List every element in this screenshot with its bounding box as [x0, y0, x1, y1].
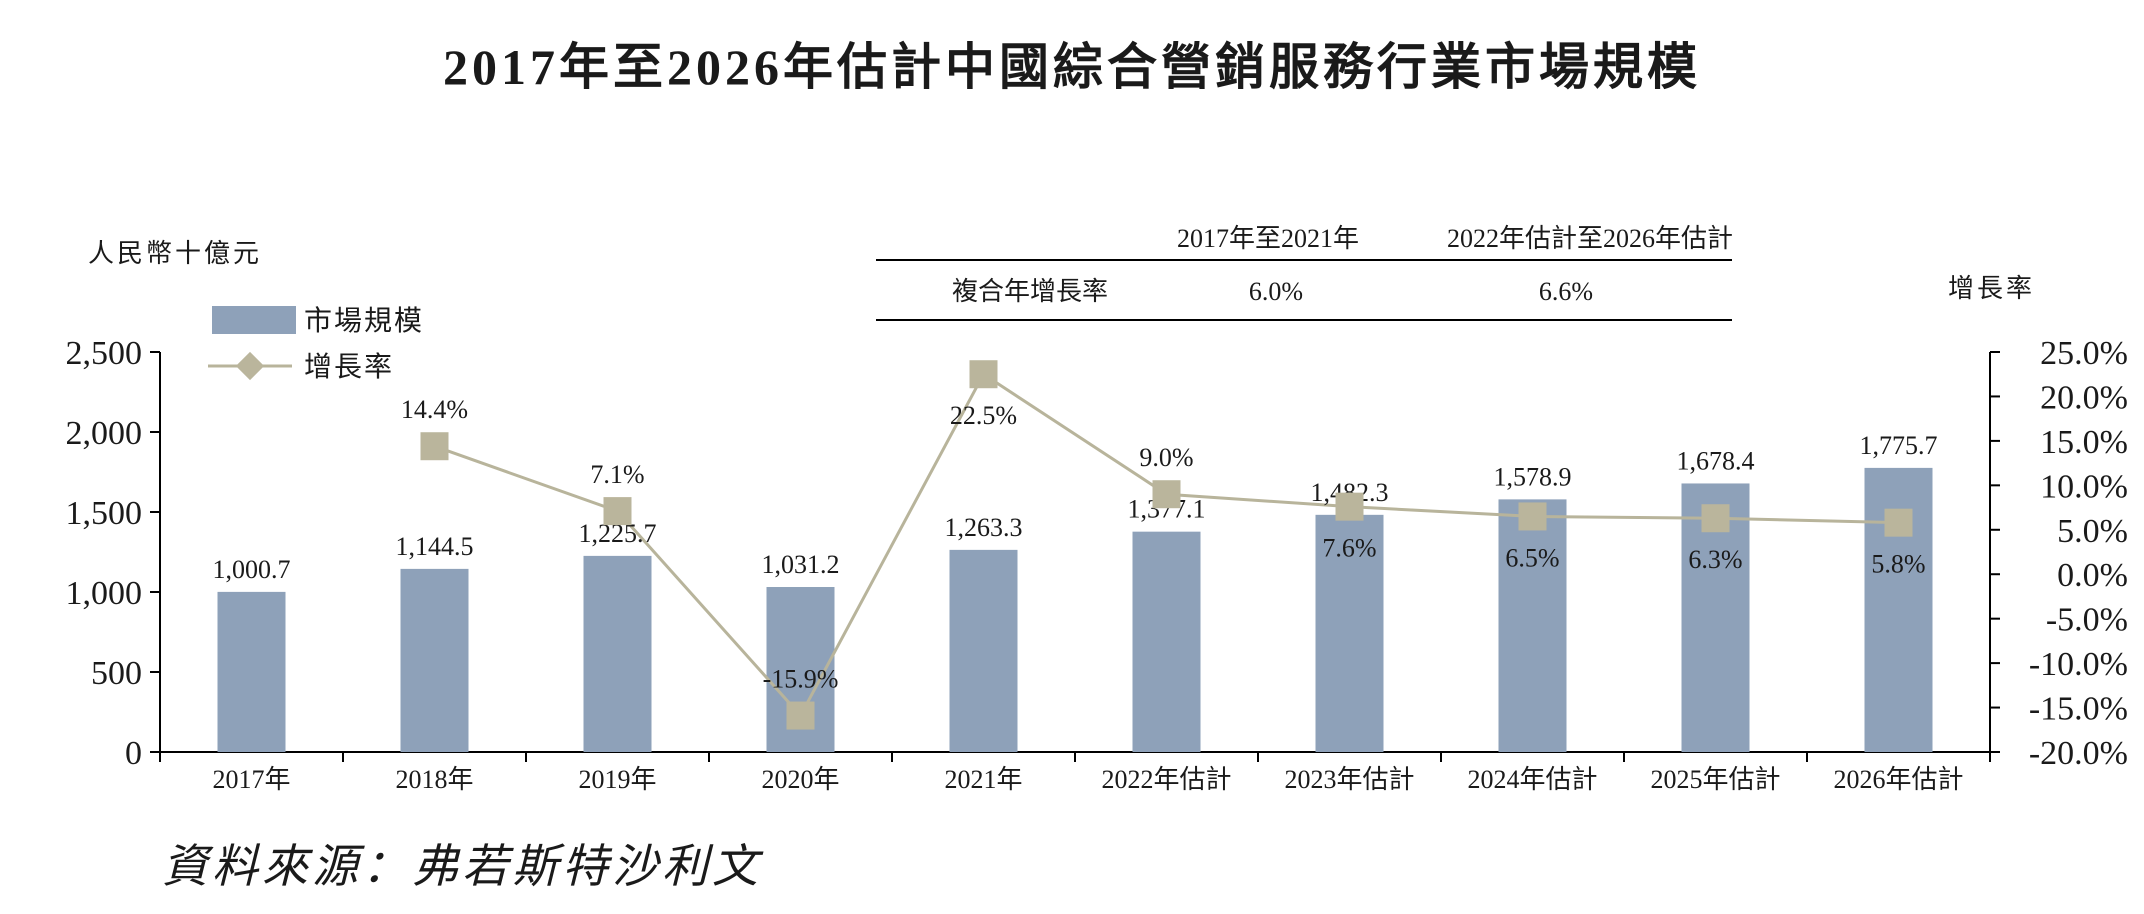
cagr-row-label: 複合年增長率 [952, 277, 1108, 306]
right-axis-unit-label: 增長率 [1948, 274, 2035, 303]
bar-value-label: 1,678.4 [1677, 446, 1755, 475]
x-tick-label: 2018年 [395, 765, 473, 794]
bar [1315, 514, 1384, 752]
right-tick-label: -15.0% [2029, 691, 2128, 728]
bar [217, 591, 286, 752]
right-tick-label: 25.0% [2040, 335, 2128, 372]
growth-value-label: 6.3% [1688, 545, 1742, 574]
bar-value-label: 1,263.3 [945, 513, 1023, 542]
left-tick-label: 2,500 [66, 335, 143, 372]
growth-marker [1335, 492, 1364, 521]
growth-value-label: -15.9% [763, 665, 839, 694]
legend: 市場規模 增長率 [208, 305, 424, 383]
bar [583, 555, 652, 752]
bar-value-label: 1,578.9 [1494, 462, 1572, 491]
right-tick-label: 20.0% [2040, 379, 2128, 416]
bar-value-label: 1,144.5 [396, 532, 474, 561]
growth-marker [1152, 480, 1181, 509]
chart-title: 2017年至2026年估計中國綜合營銷服務行業市場規模 [443, 39, 1701, 95]
plot-area: 0 500 1,000 1,500 2,000 2,500 -20.0% -15.0% -10.… [66, 335, 2129, 794]
right-tick-label: 15.0% [2040, 424, 2128, 461]
left-tick-label: 500 [91, 655, 142, 692]
legend-bar-label: 市場規模 [304, 305, 424, 337]
x-tick-label: 2020年 [761, 765, 839, 794]
legend-line-label: 增長率 [304, 351, 394, 383]
x-tick-label: 2021年 [944, 765, 1022, 794]
right-tick-label: -10.0% [2029, 646, 2128, 683]
right-tick-label: -20.0% [2029, 735, 2128, 772]
growth-marker [1701, 504, 1730, 533]
growth-value-label: 9.0% [1139, 443, 1193, 472]
x-tick-label: 2024年估計 [1467, 765, 1597, 794]
bar-value-label: 1,031.2 [762, 550, 840, 579]
x-tick-label: 2017年 [212, 765, 290, 794]
right-tick-label: 5.0% [2057, 513, 2128, 550]
bar [949, 549, 1018, 752]
cagr-table: 2017年至2021年 2022年估計至2026年估計 複合年增長率 6.0% … [876, 224, 1733, 321]
left-axis-unit-label: 人民幣十億元 [88, 239, 262, 268]
growth-value-label: 5.8% [1871, 550, 1925, 579]
bar-value-label: 1,000.7 [213, 555, 291, 584]
cagr-period-header-1: 2017年至2021年 [1177, 224, 1359, 253]
left-tick-label: 1,000 [66, 575, 143, 612]
growth-value-label: 6.5% [1505, 543, 1559, 572]
legend-bar-swatch [212, 306, 296, 334]
growth-marker [603, 497, 632, 526]
x-tick-label: 2022年估計 [1101, 765, 1231, 794]
cagr-value-2: 6.6% [1539, 277, 1593, 306]
left-tick-label: 0 [125, 735, 142, 772]
right-tick-label: 10.0% [2040, 468, 2128, 505]
x-tick-label: 2025年估計 [1650, 765, 1780, 794]
x-tick-label: 2019年 [578, 765, 656, 794]
growth-value-label: 7.1% [590, 460, 644, 489]
legend-line-marker [235, 351, 265, 381]
right-tick-label: -5.0% [2046, 602, 2128, 639]
growth-marker [786, 701, 815, 730]
growth-marker [969, 360, 998, 389]
source-note: 資料來源：弗若斯特沙利文 [162, 841, 764, 892]
growth-value-label: 22.5% [950, 401, 1017, 430]
cagr-period-header-2: 2022年估計至2026年估計 [1447, 224, 1733, 253]
bar-value-label: 1,775.7 [1860, 431, 1938, 460]
bar [1132, 531, 1201, 752]
left-tick-label: 2,000 [66, 415, 143, 452]
x-tick-label: 2023年估計 [1284, 765, 1414, 794]
growth-marker [1518, 502, 1547, 531]
growth-marker [420, 432, 449, 461]
growth-value-label: 7.6% [1322, 534, 1376, 563]
growth-value-label: 14.4% [401, 395, 468, 424]
x-tick-label: 2026年估計 [1833, 765, 1963, 794]
left-tick-label: 1,500 [66, 495, 143, 532]
right-tick-label: 0.0% [2057, 557, 2128, 594]
bar [400, 568, 469, 752]
cagr-value-1: 6.0% [1249, 277, 1303, 306]
growth-marker [1884, 508, 1913, 537]
bar [1498, 499, 1567, 752]
